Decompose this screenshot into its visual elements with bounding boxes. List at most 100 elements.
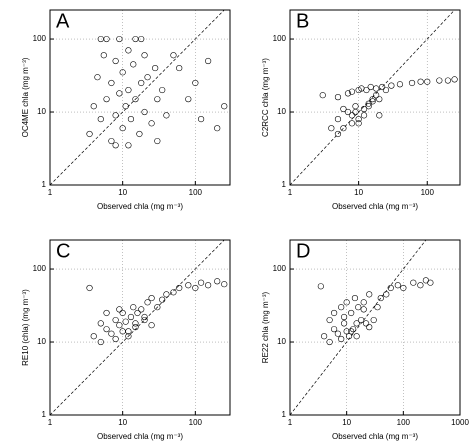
point — [119, 125, 126, 132]
y-tick-label: 1 — [42, 410, 47, 419]
point — [136, 130, 143, 138]
point — [340, 313, 348, 321]
x-tick-label: 1 — [48, 418, 53, 427]
point — [340, 320, 348, 327]
point — [340, 105, 347, 113]
x-tick-label: 10 — [118, 418, 127, 427]
point — [360, 112, 368, 119]
point — [132, 320, 139, 327]
x-tick-label: 100 — [421, 188, 435, 197]
point — [127, 115, 135, 123]
point — [170, 289, 177, 296]
point — [379, 83, 386, 91]
point — [125, 86, 132, 94]
y-tick-label: 100 — [33, 264, 47, 273]
point — [436, 77, 443, 84]
point — [344, 90, 352, 97]
panel-label: D — [296, 240, 310, 262]
point — [365, 100, 372, 107]
point — [119, 69, 126, 76]
point — [358, 316, 365, 324]
one-to-one-line — [289, 239, 427, 416]
point — [148, 120, 155, 127]
point — [353, 320, 360, 327]
point — [444, 77, 452, 84]
point — [348, 88, 356, 95]
point — [125, 47, 132, 54]
x-axis-label: Observed chla (mg m⁻³) — [97, 202, 183, 211]
point — [360, 299, 367, 306]
point — [365, 103, 372, 110]
point — [97, 35, 104, 43]
point — [348, 112, 356, 119]
point — [360, 105, 368, 113]
point — [148, 294, 155, 302]
point — [355, 86, 362, 94]
point — [159, 86, 166, 94]
point — [141, 313, 148, 321]
point — [348, 328, 355, 335]
y-tick-label: 100 — [273, 34, 287, 43]
point — [330, 309, 338, 317]
plot-frame — [49, 9, 231, 186]
point — [125, 142, 132, 149]
panel-label: B — [296, 10, 309, 32]
panel: 1 10 100 1000 1 10 100 D Observed chla (mg m⁻³) R… — [261, 239, 469, 441]
point — [154, 137, 161, 145]
point — [344, 108, 352, 116]
point — [108, 79, 115, 87]
point — [138, 79, 145, 87]
point — [97, 115, 104, 123]
panel: 1 10 100 1 10 100 B Observed chla (mg m⁻³) C2RCC… — [261, 9, 461, 211]
point — [214, 278, 221, 285]
x-tick-label: 10 — [354, 188, 363, 197]
y-tick-label: 1 — [282, 410, 287, 419]
point — [86, 284, 93, 292]
point — [396, 81, 404, 88]
y-tick-label: 10 — [37, 107, 46, 116]
point — [103, 326, 110, 333]
point — [351, 294, 359, 302]
point — [125, 328, 132, 335]
point — [328, 125, 335, 132]
point — [90, 103, 97, 110]
point — [127, 313, 135, 321]
point — [376, 96, 383, 103]
point — [334, 130, 342, 138]
point — [97, 338, 104, 346]
point — [214, 125, 221, 132]
point — [130, 304, 137, 311]
y-axis-label: RE22 chla (mg m⁻³) — [261, 291, 270, 363]
point — [366, 291, 373, 298]
point — [382, 86, 390, 94]
point — [141, 108, 148, 116]
point — [388, 82, 395, 89]
point — [355, 115, 362, 123]
plot-frame — [289, 9, 461, 186]
point — [417, 78, 424, 85]
point — [427, 279, 434, 286]
point — [221, 281, 228, 288]
point — [369, 96, 376, 103]
point — [373, 92, 380, 99]
x-tick-label: 10 — [118, 188, 127, 197]
point — [370, 316, 377, 324]
point — [319, 92, 326, 99]
panel: 1 10 100 1 10 100 C Observed chla (mg m⁻³) RE10 … — [21, 239, 231, 441]
point — [348, 309, 355, 317]
one-to-one-line — [49, 239, 225, 416]
point — [221, 103, 228, 110]
point — [132, 324, 139, 331]
point — [417, 282, 424, 289]
point — [330, 326, 338, 333]
point — [197, 279, 205, 286]
point — [352, 103, 359, 110]
point — [400, 284, 407, 292]
point — [163, 291, 170, 298]
point — [424, 78, 431, 85]
point — [197, 115, 205, 123]
point — [192, 284, 199, 292]
x-axis-label: Observed chla (mg m⁻³) — [332, 432, 418, 441]
point — [154, 96, 161, 103]
point — [154, 304, 161, 311]
